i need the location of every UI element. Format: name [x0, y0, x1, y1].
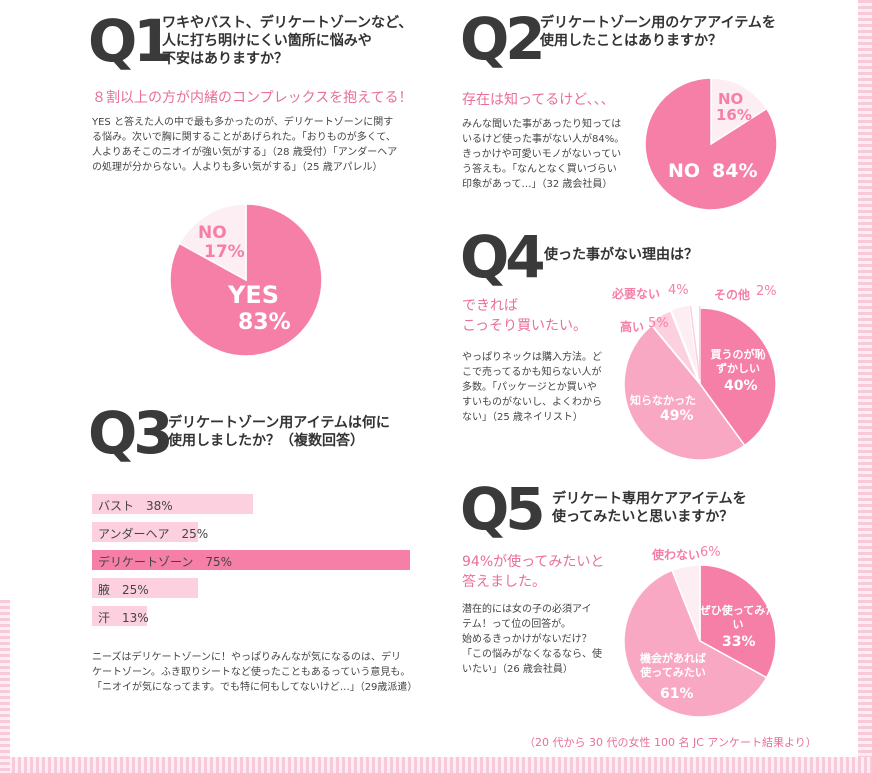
q2-lead: 存在は知ってるけど、、、 [462, 92, 615, 108]
q5-slice1-label: 機会があれば使ってみたい [640, 652, 706, 679]
q2-big-label: NO [668, 160, 701, 182]
border-right [858, 0, 872, 773]
q1-body: YES と答えた人の中で最も多かったのが、デリケートゾーンに関す る悩み。次いで… [92, 117, 398, 173]
pie-slice-expensive [648, 309, 700, 382]
q5-number: Q5 [460, 475, 546, 543]
bar-label-1: アンダーヘア 25% [98, 527, 209, 541]
q4-pie-chart [623, 306, 777, 461]
q5-slice0-label: ぜひ使ってみたい [699, 604, 777, 631]
q4-title: 使った事がない理由は？ [544, 247, 698, 263]
border-left [0, 600, 10, 773]
pie-slice-no-16 [644, 77, 778, 211]
bar-label-0: バスト 38% [98, 499, 173, 513]
bar-label-3: 腋 25% [98, 583, 149, 597]
q4-lead: できれば こっそり買いたい。 [462, 298, 588, 334]
q3-title: デリケートゾーン用アイテムは何に 使用しましたか？（複数回答） [168, 415, 390, 449]
q5-slice2-value: 6% [700, 545, 721, 560]
pie-slice-no [178, 203, 247, 282]
pie-slice-embarrassed [699, 307, 777, 447]
bar-1: アンダーヘア 25% [92, 522, 208, 542]
bar-2: デリケートゾーン 75% [92, 550, 410, 570]
q2-body: みんな聞いた事があったり知っては いるけど使った事がない人が84%。 きっかけや… [462, 119, 625, 190]
q1-pie-chart [169, 203, 323, 357]
q3-number: Q3 [88, 399, 174, 467]
q2-small-label: NO [718, 90, 744, 108]
q5-slice1-value: 61% [660, 686, 694, 702]
pie-slice-unnecessary [670, 306, 700, 381]
q1-yes-label: YES [228, 281, 280, 309]
q5-slice0-value: 33% [722, 634, 756, 650]
q4-slice0-label: 買うのが恥ずかしい [710, 348, 766, 375]
q2-pie-chart [644, 77, 778, 211]
q5-body: 潜在的には女の子の必須アイ テム！って位の回答が。 始めるきっかけがないだけ？ … [462, 604, 602, 675]
bar-label-4: 汗 13% [98, 611, 149, 625]
pie-slice-if-chance [623, 569, 768, 718]
q1-title: ワキやバスト、デリケートゾーンなど、 人に打ち明けにくい箇所に悩みや 不安はあり… [162, 15, 413, 67]
bar-label-2: デリケートゾーン 75% [98, 555, 233, 569]
pie-slice-no-84 [710, 77, 768, 146]
q4-number: Q4 [460, 223, 546, 291]
bar-3: 腋 25% [92, 578, 198, 598]
q3-body: ニーズはデリケートゾーンに！やっぱりみんなが気になるのは、デリ ケートゾーン。ふ… [92, 652, 418, 693]
q5-lead: 94%が使ってみたいと 答えました。 [462, 554, 605, 590]
q1-no-label-html: NO [198, 223, 227, 243]
q4-slice0-value: 40% [724, 378, 758, 394]
q4-slice1-value: 49% [660, 408, 694, 424]
pie-slice-other [689, 306, 701, 380]
q2-title: デリケートゾーン用のケアアイテムを 使用したことはありますか？ [540, 15, 776, 49]
q1-lead: ８割以上の方が内緒のコンプレックスを抱えてる！ [92, 90, 413, 106]
q4-slice4-value: 2% [756, 284, 777, 299]
q1-number: Q1 [88, 7, 174, 75]
q2-big-value: 84% [712, 160, 758, 182]
bar-0: バスト 38% [92, 494, 254, 514]
q1-yes-value: 83% [238, 310, 291, 335]
pie-slice-definitely [699, 564, 777, 679]
q1-no-value-html: 17% [204, 242, 245, 262]
q4-slice3-value: 4% [668, 283, 689, 298]
pie-slice-unknown [623, 324, 746, 461]
q4-slice2-value: 5% [648, 316, 669, 331]
q5-title: デリケート専用ケアアイテムを 使ってみたいと思いますか？ [552, 491, 747, 525]
q2-small-value: 16% [716, 106, 752, 124]
q5-pie-chart [623, 564, 777, 718]
bar-4: 汗 13% [92, 606, 149, 626]
q4-body: やっぱりネックは購入方法。ど こで売ってるかも知らない人が 多数。「パッケージと… [462, 352, 602, 423]
q2-number: Q2 [460, 5, 546, 73]
q5-slice2-label: 使わない [652, 548, 701, 562]
survey-source-note: （20 代から 30 代の女性 100 名 JC アンケート結果より） [524, 736, 817, 749]
q4-slice2-label: 高い [620, 320, 645, 334]
q4-slice4-label: その他 [714, 288, 751, 302]
pie-slice-no [671, 564, 701, 642]
q4-slice3-label: 必要ない [612, 287, 661, 301]
q4-slice1-label: 知らなかった [630, 394, 696, 407]
border-bottom [0, 757, 872, 773]
